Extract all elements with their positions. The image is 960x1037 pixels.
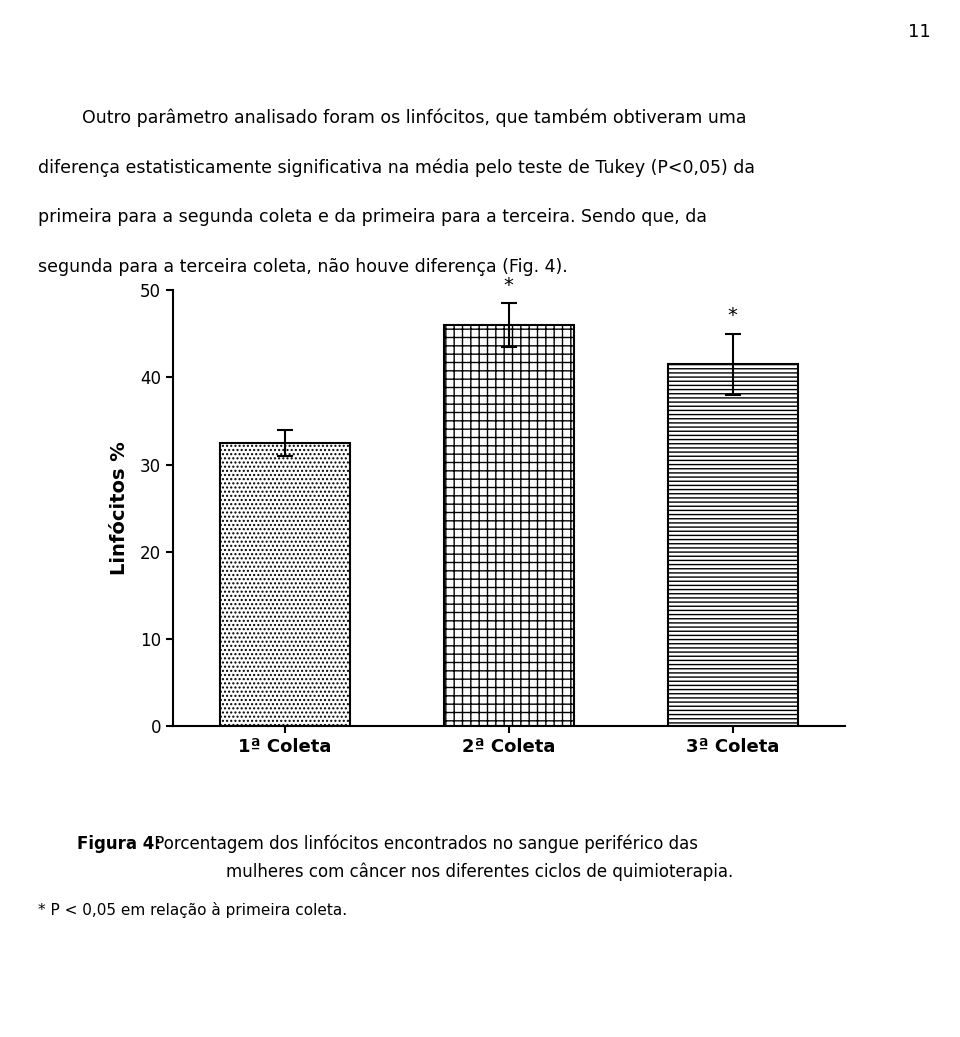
Text: segunda para a terceira coleta, não houve diferença (Fig. 4).: segunda para a terceira coleta, não houv… (38, 258, 568, 276)
Bar (668, 364, 798, 726)
Text: primeira para a segunda coleta e da primeira para a terceira. Sendo que, da: primeira para a segunda coleta e da prim… (38, 208, 708, 226)
Bar (220, 443, 349, 726)
Bar (444, 326, 574, 726)
Text: *: * (504, 276, 514, 295)
Y-axis label: Linfócitos %: Linfócitos % (109, 442, 129, 574)
Text: Porcentagem dos linfócitos encontrados no sangue periférico das: Porcentagem dos linfócitos encontrados n… (149, 835, 698, 853)
Text: Outro parâmetro analisado foram os linfócitos, que também obtiveram uma: Outro parâmetro analisado foram os linfó… (38, 109, 747, 128)
Text: mulheres com câncer nos diferentes ciclos de quimioterapia.: mulheres com câncer nos diferentes ciclo… (227, 863, 733, 881)
Text: Figura 4:: Figura 4: (77, 835, 161, 852)
Text: * P < 0,05 em relação à primeira coleta.: * P < 0,05 em relação à primeira coleta. (38, 902, 348, 918)
Text: 11: 11 (908, 23, 931, 40)
Text: *: * (728, 306, 737, 326)
Text: diferença estatisticamente significativa na média pelo teste de Tukey (P<0,05) d: diferença estatisticamente significativa… (38, 159, 756, 177)
